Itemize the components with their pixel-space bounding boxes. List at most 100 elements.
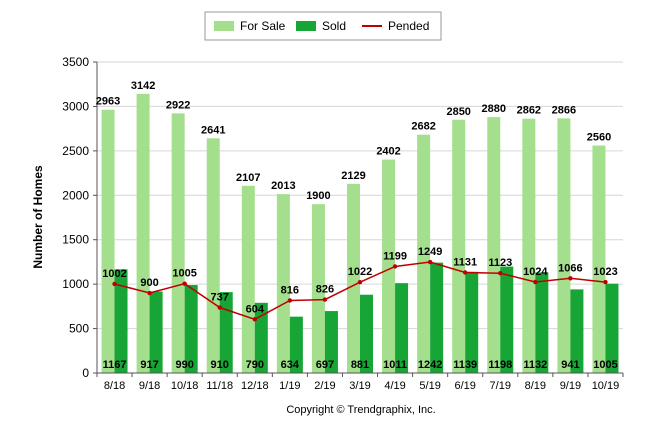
bar-sold <box>289 316 303 373</box>
data-label-sold: 790 <box>246 359 264 371</box>
legend-swatch-for-sale <box>214 21 234 31</box>
data-label-pended: 1002 <box>102 268 126 280</box>
bar-for-sale <box>522 118 536 373</box>
data-label-sold: 1005 <box>593 359 617 371</box>
legend-label-sold: Sold <box>322 19 346 33</box>
data-label-sold: 941 <box>561 359 579 371</box>
x-tick-label: 8/19 <box>525 380 546 392</box>
bar-for-sale <box>206 138 220 373</box>
bar-for-sale <box>311 204 325 373</box>
point-pended <box>392 264 398 269</box>
bar-sold <box>324 311 338 373</box>
y-tick-label: 3000 <box>62 99 89 113</box>
bar-for-sale <box>487 117 501 373</box>
data-label-sold: 634 <box>281 359 300 371</box>
point-pended <box>147 290 152 296</box>
point-pended <box>357 279 363 285</box>
bar-sold <box>149 291 163 373</box>
data-label-pended: 1131 <box>453 257 477 269</box>
data-label-sold: 990 <box>175 359 193 371</box>
bar-for-sale <box>171 113 185 373</box>
x-tick-label: 7/19 <box>490 380 511 392</box>
point-pended <box>427 259 433 265</box>
data-label-for-sale: 2922 <box>166 99 190 111</box>
data-label-pended: 737 <box>211 292 229 304</box>
bar-sold <box>605 283 619 373</box>
bar-sold <box>184 285 198 373</box>
data-label-for-sale: 2862 <box>517 105 541 117</box>
data-label-for-sale: 3142 <box>131 80 155 92</box>
y-tick-label: 2500 <box>62 144 89 158</box>
bar-sold <box>219 292 233 373</box>
x-tick-label: 10/19 <box>592 380 620 392</box>
bar-for-sale <box>347 183 360 373</box>
bar-for-sale <box>417 134 431 373</box>
bar-for-sale <box>382 159 396 373</box>
data-label-pended: 1199 <box>383 250 407 262</box>
data-label-for-sale: 2641 <box>201 124 225 136</box>
data-label-sold: 1167 <box>103 359 127 371</box>
bar-sold <box>360 294 373 373</box>
data-label-sold: 1242 <box>418 359 442 371</box>
data-label-for-sale: 2013 <box>271 180 295 192</box>
point-pended <box>322 297 328 302</box>
x-tick-label: 6/19 <box>454 380 475 392</box>
x-tick-label: 1/19 <box>279 380 300 392</box>
bar-sold <box>395 283 409 373</box>
bar-sold <box>254 302 268 373</box>
point-pended <box>112 281 117 287</box>
pended-line <box>112 259 608 322</box>
data-label-pended: 816 <box>281 284 299 296</box>
data-label-pended: 1024 <box>523 266 548 278</box>
y-tick-label: 2000 <box>62 188 89 202</box>
point-pended <box>217 305 222 310</box>
data-label-for-sale: 2129 <box>341 170 365 182</box>
data-label-pended: 1022 <box>348 266 372 278</box>
y-axis-title: Number of Homes <box>31 165 45 269</box>
x-tick-label: 9/18 <box>139 380 160 392</box>
legend-swatch-sold <box>296 21 316 31</box>
data-label-sold: 910 <box>211 359 229 371</box>
x-tick-label: 11/18 <box>206 380 233 392</box>
legend-label-pended: Pended <box>388 19 429 33</box>
point-pended <box>603 279 608 285</box>
bar-for-sale <box>452 119 466 373</box>
data-label-pended: 1005 <box>172 268 196 280</box>
data-label-pended: 1023 <box>593 266 617 278</box>
y-tick-label: 1000 <box>62 277 89 291</box>
y-axis: 0 500 1000 1500 2000 2500 3000 3500 <box>62 55 98 380</box>
x-tick-label: 10/18 <box>171 380 199 392</box>
bar-sold <box>570 289 584 373</box>
data-label-pended: 826 <box>316 284 334 296</box>
data-label-sold: 881 <box>351 359 369 371</box>
data-label-for-sale: 2682 <box>411 121 435 133</box>
bar-for-sale <box>101 109 115 374</box>
x-tick-label: 8/18 <box>104 380 125 392</box>
x-tick-label: 12/18 <box>241 380 269 392</box>
point-pended <box>252 317 257 322</box>
point-pended <box>287 298 293 303</box>
bar-sold <box>500 266 514 373</box>
bar-for-sale <box>136 93 150 374</box>
data-label-sold: 697 <box>316 359 334 371</box>
data-label-pended: 900 <box>140 277 158 289</box>
data-label-for-sale: 2866 <box>552 104 576 116</box>
data-label-for-sale: 2850 <box>446 106 470 118</box>
bar-for-sale <box>276 194 290 373</box>
data-label-pended: 1123 <box>488 257 512 269</box>
data-label-sold: 1139 <box>453 359 477 371</box>
point-pended <box>568 276 573 281</box>
bar-sold <box>114 269 128 373</box>
legend: For Sale Sold Pended <box>204 11 442 41</box>
data-label-for-sale: 1900 <box>306 190 330 202</box>
data-label-for-sale: 2560 <box>587 132 611 144</box>
bar-for-sale <box>557 118 571 374</box>
data-label-pended: 604 <box>246 303 265 315</box>
bar-sold <box>535 272 549 373</box>
data-label-sold: 1011 <box>383 359 407 371</box>
data-label-for-sale: 2880 <box>482 103 506 115</box>
bar-for-sale <box>241 185 255 373</box>
x-axis: 8/18 9/18 10/18 11/18 12/18 1/19 2/19 3/19 4/19 5… <box>96 372 624 392</box>
x-tick-label: 3/19 <box>349 380 370 392</box>
point-pended <box>463 270 468 275</box>
